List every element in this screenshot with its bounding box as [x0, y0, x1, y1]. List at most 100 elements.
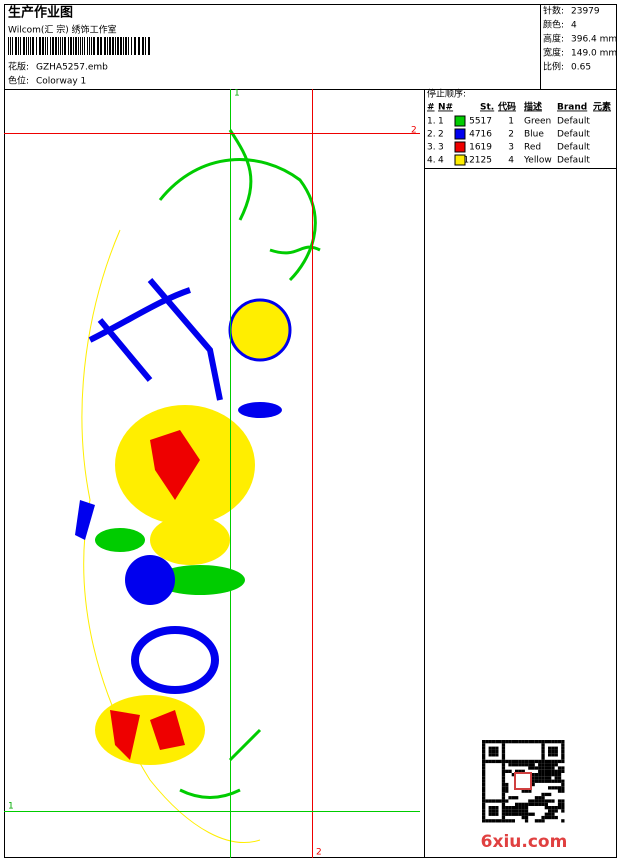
qr-module [541, 773, 545, 777]
qr-module [541, 799, 545, 803]
qr-module [538, 740, 542, 744]
qr-module [515, 812, 519, 816]
qr-module [561, 802, 565, 806]
qr-module [531, 763, 535, 767]
qr-module [544, 812, 548, 816]
qr-module [508, 769, 512, 773]
qr-module [501, 802, 506, 806]
stop-sequence-title: 停止顺序: [427, 88, 466, 100]
qr-module [561, 819, 565, 823]
outline [81, 229, 261, 843]
qr-module [488, 809, 492, 813]
qr-module [495, 806, 499, 810]
qr-module [551, 799, 555, 803]
qr-module [482, 753, 486, 757]
qr-module [541, 740, 545, 744]
stat-label: 高度: [543, 33, 564, 45]
bar-stripe [91, 37, 92, 55]
qr-module [557, 776, 562, 780]
qr-module [501, 796, 506, 800]
qr-module [501, 740, 506, 744]
qr-module [534, 740, 539, 744]
qr-module [548, 806, 552, 810]
qr-module [538, 776, 542, 780]
bar-stripe [50, 37, 51, 55]
cell: 4. [427, 156, 436, 166]
qr-module [521, 809, 525, 813]
qr-module [488, 759, 492, 764]
bar-stripe [15, 37, 17, 55]
column-header: N# [438, 103, 453, 113]
qr-module [491, 799, 496, 803]
qr-module [561, 740, 565, 744]
bar-stripe [112, 37, 114, 55]
qr-module [548, 812, 552, 816]
qr-module [561, 779, 565, 783]
stat-value: 23979 [571, 7, 600, 17]
qr-module [524, 812, 529, 816]
cell: 5517 [469, 117, 492, 127]
qr-module [531, 776, 535, 780]
qr-module [557, 806, 562, 810]
qr-module [544, 763, 548, 767]
qr-module [554, 815, 558, 820]
flower [228, 298, 292, 362]
qr-module [551, 749, 555, 754]
bar-stripe [100, 37, 102, 55]
qr-module [495, 819, 499, 823]
qr-module [521, 759, 525, 764]
qr-module [485, 759, 489, 764]
qr-module [501, 776, 506, 780]
qr-module [551, 773, 555, 777]
qr-module [491, 806, 496, 810]
cell: Default [557, 156, 590, 166]
qr-module [501, 815, 506, 820]
qr-module [554, 740, 558, 744]
qr-module [491, 812, 496, 816]
qr-module [505, 789, 509, 793]
cell: Default [557, 117, 590, 127]
qr-module [501, 806, 506, 810]
qr-module [561, 759, 565, 764]
bar-stripe [93, 37, 95, 55]
cell: Default [557, 143, 590, 153]
qr-logo [514, 772, 532, 790]
qr-module [491, 749, 496, 754]
qr-module [541, 769, 545, 773]
qr-module [491, 740, 496, 744]
qr-module [544, 759, 548, 764]
qr-module [482, 815, 486, 820]
bar-stripe [138, 37, 140, 55]
qr-module [538, 779, 542, 783]
qr-module [544, 802, 548, 806]
studio: Wilcom(汇 宗) 绣饰工作室 [8, 24, 117, 36]
bar-stripe [64, 37, 66, 55]
qr-module [541, 796, 545, 800]
cell: 1 [438, 117, 444, 127]
bar-stripe [28, 37, 29, 55]
stat-value: 4 [571, 21, 577, 31]
bar-stripe [60, 37, 61, 55]
qr-module [482, 740, 486, 744]
qr-module [548, 769, 552, 773]
cell: 3. [427, 143, 436, 153]
qr-module [515, 802, 519, 806]
cell: Yellow [523, 156, 552, 166]
qr-module [482, 802, 486, 806]
qr-module [554, 809, 558, 813]
qr-module [554, 786, 558, 790]
qr-module [501, 786, 506, 790]
qr-module [505, 782, 509, 787]
qr-module [501, 773, 506, 777]
qr-module [554, 773, 558, 777]
qr-module [508, 809, 512, 813]
qr-module [498, 819, 502, 823]
qr-module [541, 756, 545, 760]
qr-module [551, 809, 555, 813]
qr-module [482, 792, 486, 797]
qr-module [551, 753, 555, 757]
qr-module [511, 812, 515, 816]
qr-module [541, 819, 545, 823]
bar-stripe [75, 37, 77, 55]
